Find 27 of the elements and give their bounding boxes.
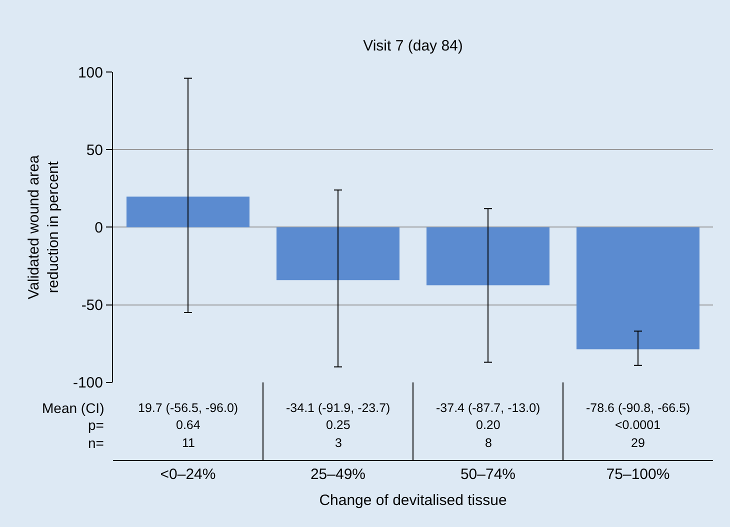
text: 3: [335, 436, 342, 450]
y-tick-label: -50: [81, 297, 103, 314]
text: 11: [182, 436, 196, 450]
chart-title: Visit 7 (day 84): [363, 37, 463, 54]
text: 0.25: [326, 418, 350, 432]
text: 29: [631, 436, 645, 450]
text: 0.64: [176, 418, 200, 432]
text: n=: [88, 435, 104, 451]
x-tick-label: 75–100%: [606, 466, 670, 483]
text: 8: [485, 436, 492, 450]
y-axis-title: Validated wound area reduction in percent: [26, 154, 62, 300]
x-tick-label: <0–24%: [160, 466, 216, 483]
data-label: 19.7 (-56.5, -96.0): [138, 401, 238, 415]
y-tick-label: -100: [72, 374, 103, 392]
x-tick-label: 25–49%: [310, 466, 366, 483]
x-axis-title: Change of devitalised tissue: [319, 492, 507, 509]
text: 0.20: [476, 418, 500, 432]
y-tick-label: 50: [86, 142, 103, 159]
y-tick-label: 100: [78, 64, 103, 82]
text: Mean (CI): [42, 400, 104, 416]
data-label: -37.4 (-87.7, -13.0): [436, 401, 540, 415]
text: <0.0001: [615, 418, 661, 432]
x-tick-label: 50–74%: [460, 466, 516, 483]
data-label: -78.6 (-90.8, -66.5): [586, 401, 690, 415]
y-tick-label: 0: [94, 219, 103, 236]
text: p=: [88, 417, 104, 433]
data-label: -34.1 (-91.9, -23.7): [286, 401, 390, 415]
